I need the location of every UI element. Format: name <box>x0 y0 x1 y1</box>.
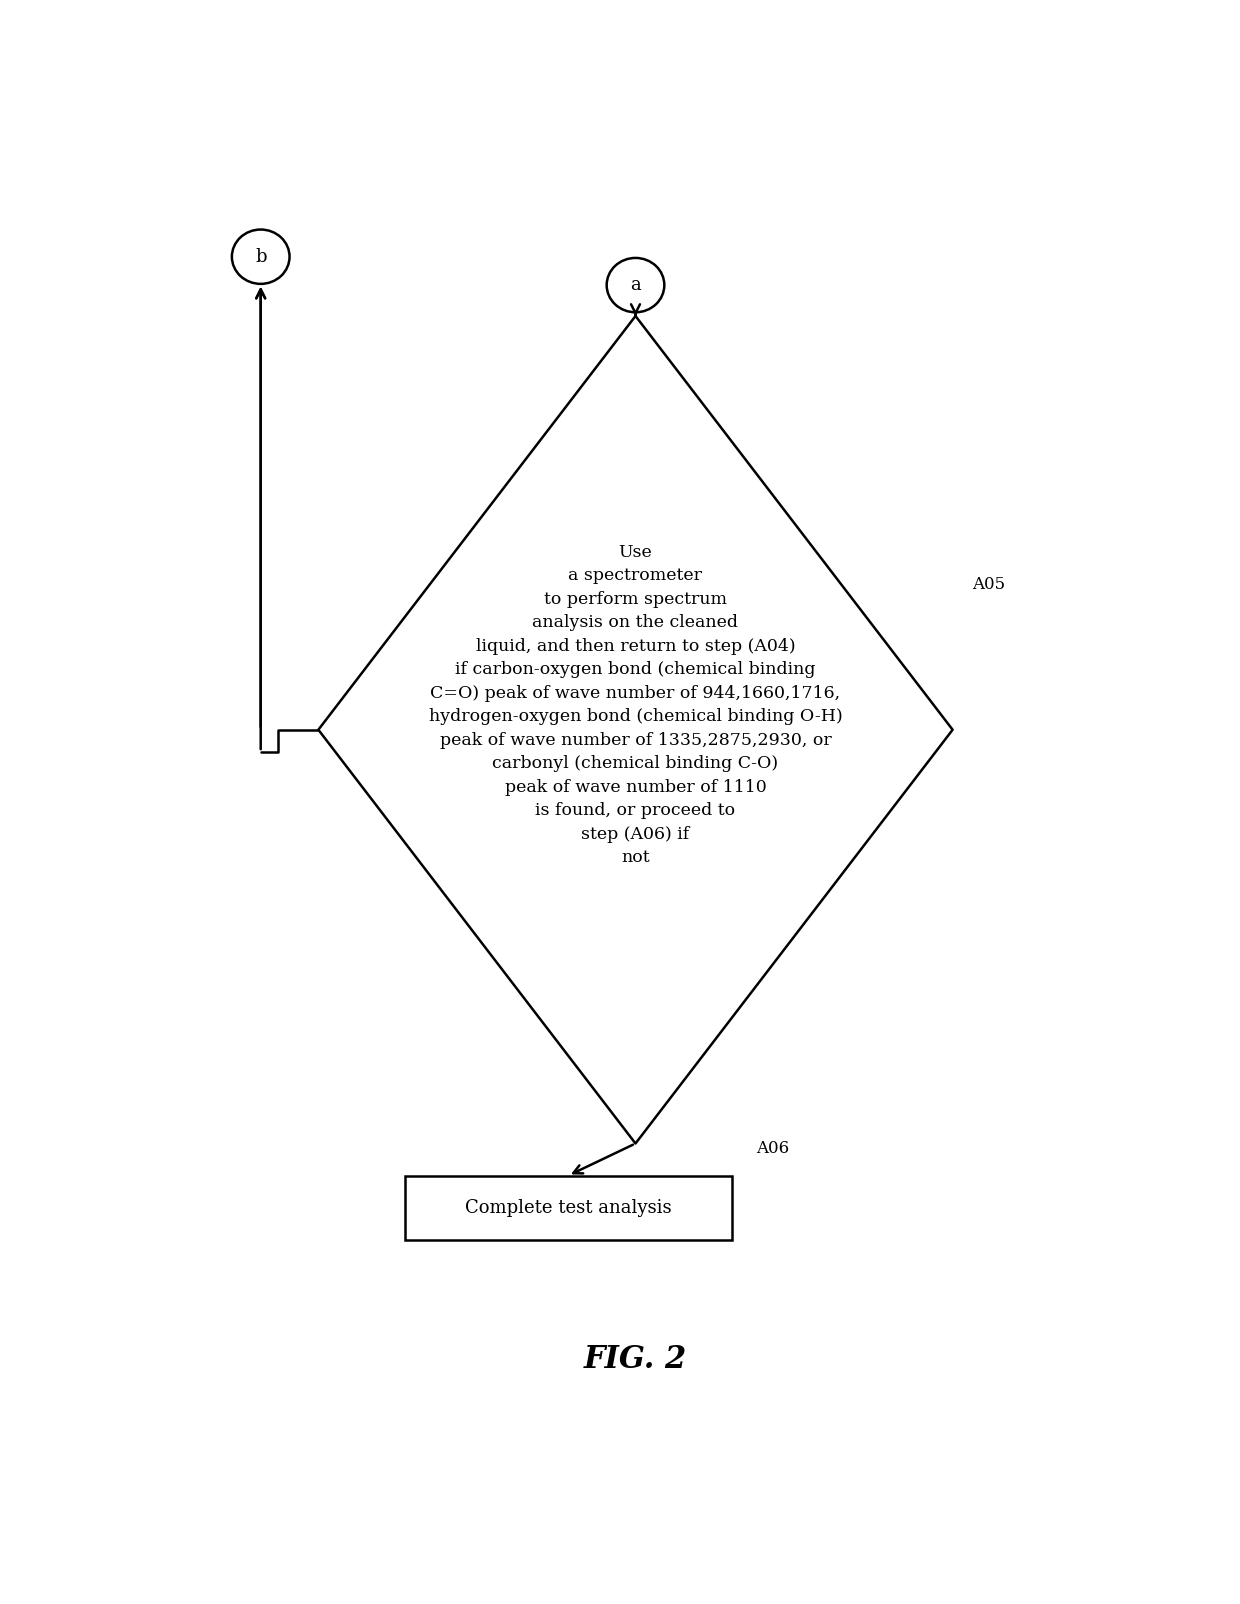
FancyBboxPatch shape <box>404 1176 732 1240</box>
Text: a: a <box>630 276 641 294</box>
Text: FIG. 2: FIG. 2 <box>584 1344 687 1375</box>
Text: Complete test analysis: Complete test analysis <box>465 1198 672 1217</box>
Text: A05: A05 <box>972 576 1004 593</box>
Text: b: b <box>255 247 267 266</box>
Text: A06: A06 <box>755 1140 789 1156</box>
Text: Use
a spectrometer
to perform spectrum
analysis on the cleaned
liquid, and then : Use a spectrometer to perform spectrum a… <box>429 544 842 866</box>
